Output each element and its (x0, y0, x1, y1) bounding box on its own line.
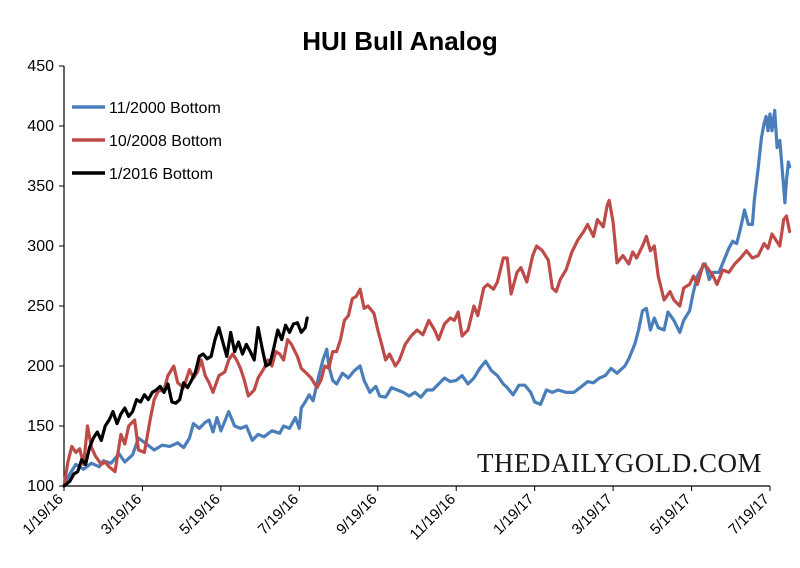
series-lines (62, 108, 792, 488)
x-tick-label: 11/19/16 (407, 491, 460, 544)
y-tick-label: 100 (27, 478, 54, 495)
x-tick-label: 9/19/16 (333, 491, 380, 538)
legend: 11/2000 Bottom 10/2008 Bottom 1/2016 Botto… (72, 100, 222, 183)
legend-label: 1/2016 Bottom (109, 166, 213, 183)
legend-label: 11/2000 Bottom (109, 100, 221, 117)
x-tick-label: 7/19/17 (725, 491, 772, 538)
y-tick-label: 300 (27, 238, 54, 255)
x-tick-label: 1/19/17 (490, 491, 537, 538)
series-line-3 (62, 316, 309, 488)
x-tick-label: 1/19/16 (19, 491, 66, 538)
y-tick-label: 450 (27, 58, 54, 75)
series-line-1 (62, 108, 792, 488)
series-line-2 (62, 198, 792, 488)
watermark-text: THEDAILYGOLD.COM (477, 448, 762, 478)
x-tick-label: 3/19/16 (98, 491, 145, 538)
y-tick-label: 250 (27, 298, 54, 315)
legend-label: 10/2008 Bottom (109, 133, 222, 150)
x-tick-label: 3/19/17 (569, 491, 616, 538)
x-tick-label: 5/19/16 (176, 491, 223, 538)
y-tick-label: 400 (27, 118, 54, 135)
x-tick-label: 7/19/16 (255, 491, 302, 538)
y-tick-label: 200 (27, 358, 54, 375)
y-tick-label: 150 (27, 418, 54, 435)
chart-title: HUI Bull Analog (302, 26, 497, 56)
x-tick-label: 5/19/17 (647, 491, 694, 538)
y-tick-label: 350 (27, 178, 54, 195)
